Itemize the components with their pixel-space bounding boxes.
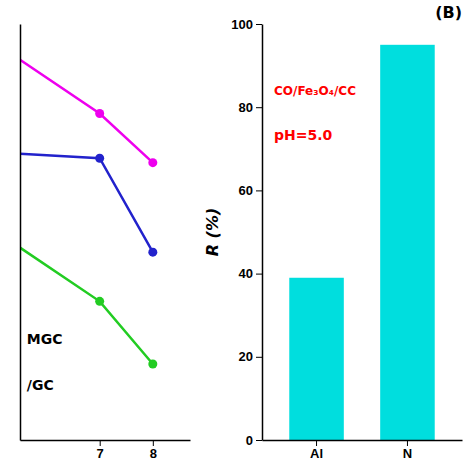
tick-label: N (403, 446, 412, 461)
panel: Al N 0 20 40 60 80 100 R (%) (B) CO/Fe₃O₄/CC pH=5.0 (203, 3, 463, 461)
point (148, 248, 157, 257)
tick: 100 (231, 17, 262, 32)
tick-mark (407, 440, 408, 446)
tick-mark (256, 274, 262, 275)
axis: Al N (263, 440, 463, 461)
axis: 0 20 40 60 80 100 (231, 17, 262, 448)
tick-label: 0 (246, 433, 253, 448)
axis-line (263, 440, 463, 442)
tick-mark (256, 357, 262, 358)
tick-mark (100, 440, 101, 446)
bar (289, 278, 344, 440)
tick-mark (153, 440, 154, 446)
plot-area (20, 60, 157, 369)
plot-area (289, 45, 434, 440)
tick: 7 (97, 440, 104, 461)
line (20, 154, 153, 252)
line (20, 60, 153, 163)
tick-label: 80 (239, 100, 253, 115)
tick-label: 7 (97, 446, 104, 461)
tick-label: 60 (239, 183, 253, 198)
annotation: pH=5.0 (274, 127, 333, 143)
tick: N (403, 440, 412, 461)
tick: 0 (246, 433, 262, 448)
tick-mark (256, 107, 262, 108)
axis: 78 (21, 440, 191, 461)
annotation: /GC (27, 377, 54, 393)
tick-label: 40 (239, 266, 253, 281)
point (95, 297, 104, 306)
tick: 80 (239, 100, 262, 115)
axis-line (262, 25, 264, 441)
tick-label: 20 (239, 349, 253, 364)
axis-line (20, 25, 22, 441)
tick: 60 (239, 183, 262, 198)
tick: 20 (239, 349, 262, 364)
annotation: CO/Fe₃O₄/CC (274, 84, 356, 98)
panel: 78MGC/GC (20, 25, 191, 462)
tick-mark (256, 190, 262, 191)
point (148, 158, 157, 167)
tick-label: 100 (231, 17, 253, 32)
axis (20, 25, 21, 441)
chart: 78MGC/GCAlN020406080100R (%)(B)CO/Fe₃O₄/… (0, 0, 474, 474)
bar (380, 45, 435, 440)
line (20, 248, 153, 364)
point (148, 359, 157, 368)
tick-label: Al (310, 446, 323, 461)
title: (B) (435, 3, 462, 22)
tick: 8 (150, 440, 157, 461)
axis-title: R (%) (203, 208, 222, 257)
point (95, 154, 104, 163)
tick-label: 8 (150, 446, 157, 461)
point (95, 109, 104, 118)
tick: 40 (239, 266, 262, 281)
annotation: MGC (27, 331, 63, 347)
tick: Al (310, 440, 323, 461)
tick-mark (316, 440, 317, 446)
tick-mark (256, 440, 262, 441)
tick-mark (256, 24, 262, 25)
axis-line (21, 440, 191, 442)
